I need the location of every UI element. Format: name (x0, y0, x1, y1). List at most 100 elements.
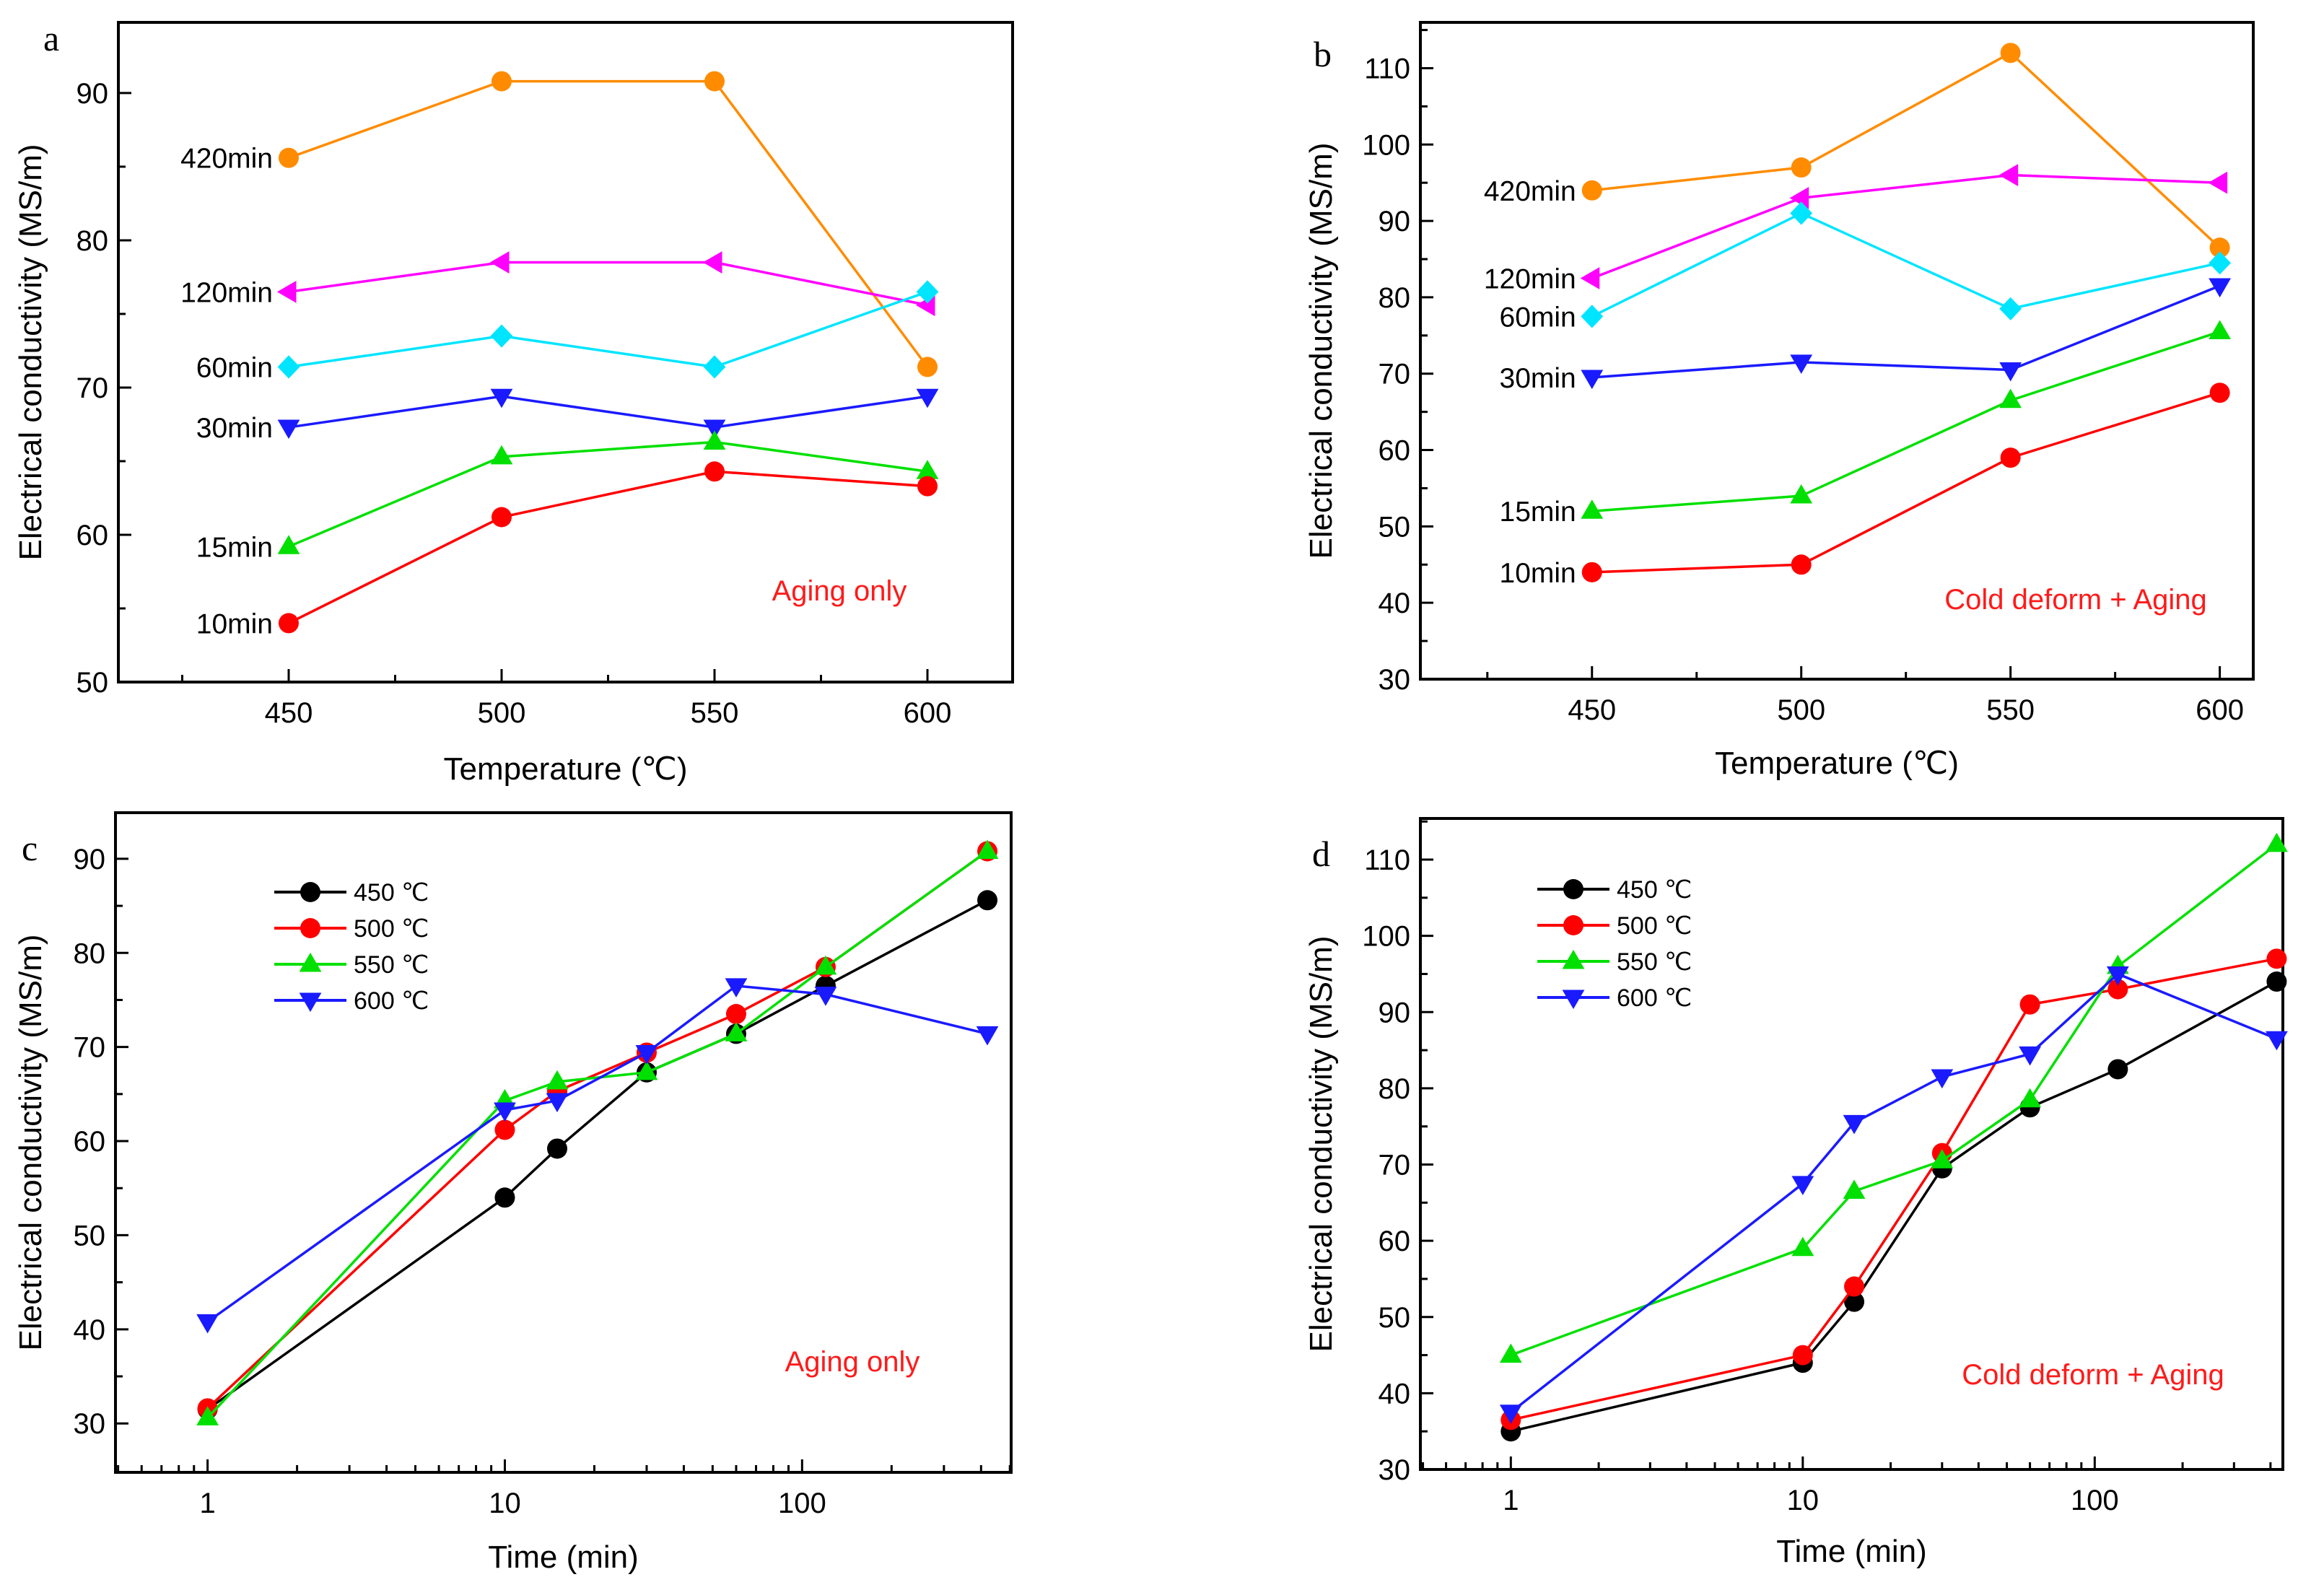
legend-marker (1562, 949, 1585, 969)
data-point (276, 280, 297, 303)
data-point (1581, 370, 1604, 390)
series-60min: 60min (1500, 201, 2232, 333)
data-point (279, 613, 299, 634)
legend-entry: 550 ℃ (274, 951, 429, 979)
series-420min: 420min (1484, 43, 2230, 258)
series-10min: 10min (1500, 383, 2230, 589)
data-point (916, 460, 939, 479)
legend-marker (300, 882, 320, 902)
x-tick-label: 550 (1986, 694, 2035, 726)
series-line (288, 470, 928, 624)
data-point (702, 251, 722, 274)
legend-label: 500 ℃ (354, 915, 429, 943)
y-tick-label: 30 (1379, 664, 1411, 696)
data-point (1580, 267, 1600, 289)
y-tick-label: 70 (1379, 1150, 1411, 1181)
series-line (1591, 391, 2221, 574)
x-axis-title: Temperature (℃) (1715, 746, 1959, 781)
data-point (916, 388, 939, 409)
legend-marker (1563, 915, 1583, 935)
y-tick-label: 90 (1379, 997, 1411, 1028)
series-15min: 15min (1500, 320, 2232, 528)
y-tick-label: 40 (1379, 587, 1411, 619)
y-tick-label: 50 (77, 667, 109, 699)
x-tick-label: 450 (265, 697, 313, 729)
data-point (814, 987, 837, 1006)
y-tick-label: 80 (1379, 1073, 1411, 1105)
panel-letter: d (1312, 834, 1330, 874)
data-point (635, 1044, 658, 1065)
x-axis-title: Temperature (℃) (444, 751, 688, 787)
series-label: 420min (180, 144, 273, 175)
legend-marker (1563, 879, 1583, 899)
series-label: 60min (196, 352, 273, 383)
legend-entry: 450 ℃ (1537, 876, 1692, 904)
legend-label: 600 ℃ (354, 987, 429, 1015)
y-tick-label: 40 (74, 1314, 106, 1346)
data-point (1843, 1179, 1866, 1199)
data-point (494, 1119, 515, 1140)
series-label: 15min (196, 532, 273, 563)
series-line (1591, 330, 2221, 512)
data-point (1581, 499, 1604, 519)
series-120min: 120min (1484, 164, 2228, 294)
y-tick-label: 40 (1379, 1378, 1411, 1410)
data-point (2106, 966, 2129, 986)
data-point (546, 1070, 569, 1090)
y-axis-title: Electrical conductivity (MS/m) (13, 934, 48, 1350)
panel-letter: b (1314, 34, 1332, 74)
y-tick-label: 70 (74, 1032, 106, 1064)
data-point (1790, 201, 1813, 225)
data-point (2019, 1088, 2041, 1108)
y-tick-label: 30 (1379, 1454, 1411, 1486)
legend-label: 550 ℃ (354, 951, 429, 979)
series-line (1591, 284, 2221, 379)
panel-letter: a (43, 18, 59, 58)
x-tick-label: 500 (478, 697, 526, 729)
x-tick-label: 100 (2071, 1485, 2119, 1516)
series-30min: 30min (196, 388, 939, 444)
data-point (1790, 484, 1813, 504)
data-point (2209, 278, 2232, 298)
data-point (1791, 1176, 1814, 1196)
legend-marker (300, 918, 320, 938)
data-point (2208, 171, 2228, 194)
data-point (916, 280, 939, 304)
data-point (490, 324, 513, 348)
data-point (490, 388, 513, 409)
series-10min: 10min (196, 461, 938, 639)
data-point (546, 1093, 569, 1113)
plot-frame (117, 21, 1014, 683)
data-point (2266, 971, 2287, 992)
data-point (2019, 994, 2040, 1015)
y-tick-label: 60 (1379, 1226, 1411, 1257)
series-label: 60min (1500, 302, 1576, 333)
series-550- (1499, 832, 2288, 1363)
data-point (1791, 157, 1812, 178)
data-point (635, 1060, 658, 1080)
data-point (917, 357, 938, 377)
series-30min: 30min (1500, 278, 2232, 394)
series-label: 15min (1500, 497, 1576, 528)
x-tick-label: 550 (691, 697, 739, 729)
data-point (725, 1004, 746, 1025)
y-axis-title: Electrical conductivity (MS/m) (1303, 935, 1339, 1352)
data-point (2209, 237, 2230, 258)
y-tick-label: 110 (1364, 844, 1410, 876)
y-tick-label: 110 (1364, 53, 1410, 84)
x-tick-label: 600 (904, 697, 952, 729)
legend-label: 500 ℃ (1617, 912, 1692, 940)
y-tick-label: 70 (77, 372, 109, 404)
data-point (1999, 388, 2022, 409)
panel-letter: c (22, 828, 38, 868)
panel-a: 50 60 70 80 90 450 500 550 600 Temperature (℃) Ele… (13, 18, 1014, 787)
data-point (2266, 832, 2288, 852)
data-point (1931, 1149, 1954, 1169)
legend-entry: 600 ℃ (274, 987, 429, 1015)
data-point (1789, 186, 1809, 209)
y-tick-label: 90 (1379, 206, 1411, 237)
data-point (196, 1314, 219, 1334)
series-15min: 15min (196, 430, 939, 563)
data-point (546, 1138, 567, 1159)
